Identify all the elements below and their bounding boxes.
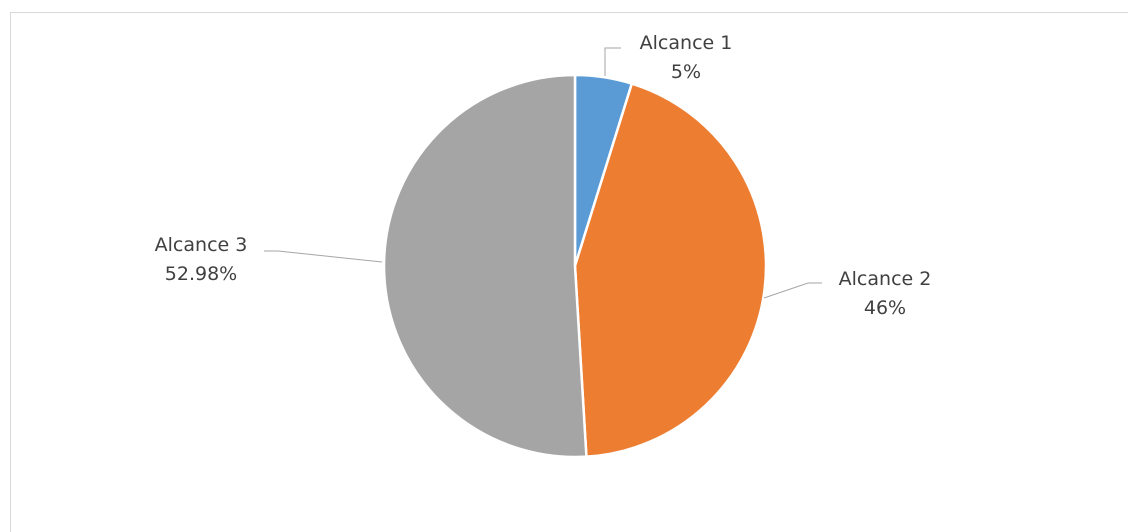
pie-slice-alcance-3 bbox=[382, 73, 588, 459]
pie-chart: Alcance 1 5% Alcance 2 46% Alcance 3 52.… bbox=[155, 32, 932, 459]
leader-lines bbox=[264, 47, 822, 299]
value-label-alcance-2: 46% bbox=[864, 297, 906, 319]
leader-line-alcance-2 bbox=[763, 282, 822, 299]
chart-frame bbox=[10, 12, 1128, 532]
leader-line-alcance-3 bbox=[264, 250, 383, 263]
leader-line-alcance-1 bbox=[604, 47, 621, 76]
data-labels: Alcance 1 5% Alcance 2 46% Alcance 3 52.… bbox=[155, 32, 932, 319]
category-label-alcance-1: Alcance 1 bbox=[640, 32, 733, 54]
pie-slice-alcance-2 bbox=[573, 82, 768, 458]
pie-slices bbox=[382, 73, 768, 459]
category-label-alcance-3: Alcance 3 bbox=[155, 234, 248, 256]
value-label-alcance-3: 52.98% bbox=[165, 263, 237, 285]
value-label-alcance-1: 5% bbox=[671, 61, 701, 83]
category-label-alcance-2: Alcance 2 bbox=[839, 268, 932, 290]
